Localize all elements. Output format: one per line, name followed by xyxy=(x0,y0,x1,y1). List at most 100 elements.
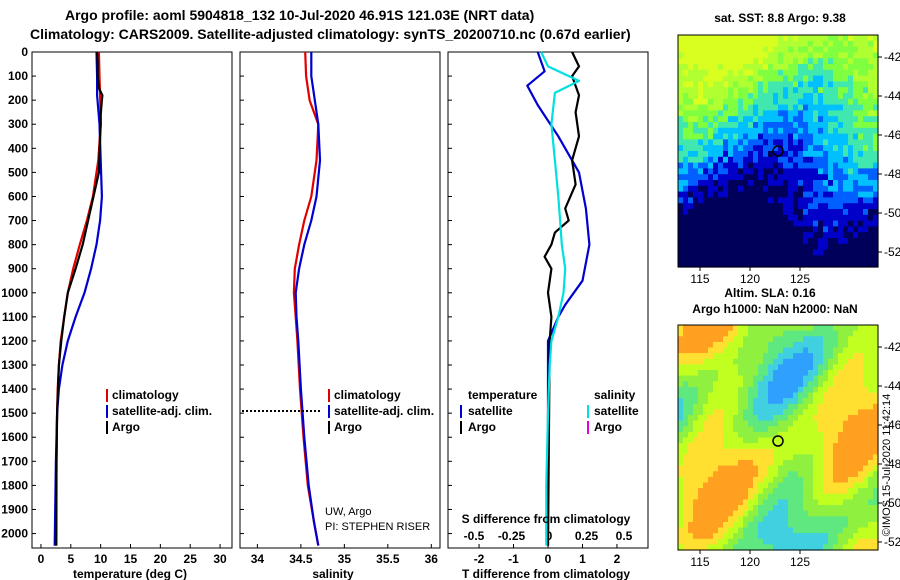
map-cell xyxy=(733,482,739,489)
map-cell xyxy=(683,336,689,343)
map-cell xyxy=(738,162,744,169)
map-cell xyxy=(873,330,879,337)
map-cell xyxy=(703,336,709,343)
map-cell xyxy=(863,232,869,239)
map-cell xyxy=(813,336,819,343)
map-cell xyxy=(713,488,719,495)
map-cell xyxy=(823,347,829,354)
map-cell xyxy=(803,364,809,371)
map-cell xyxy=(753,243,759,251)
map-cell xyxy=(848,104,854,111)
map-cell xyxy=(723,81,729,88)
map-cell xyxy=(808,499,814,506)
map-cell xyxy=(863,226,869,233)
map-cell xyxy=(693,403,699,410)
x-tick-label: 1 xyxy=(579,552,586,566)
map-cell xyxy=(718,243,724,251)
map-cell xyxy=(743,46,749,53)
map-cell xyxy=(698,415,704,422)
map-cell xyxy=(783,174,789,181)
map-cell xyxy=(733,499,739,506)
map-cell xyxy=(873,409,879,416)
map-cell xyxy=(678,98,684,106)
map-cell xyxy=(808,249,814,256)
map-cell xyxy=(723,209,729,216)
map-cell xyxy=(833,232,839,239)
map-cell xyxy=(868,460,874,467)
map-cell xyxy=(813,87,819,94)
map-cell xyxy=(788,521,794,529)
map-cell xyxy=(838,156,844,164)
map-cell xyxy=(788,454,794,461)
map-cell xyxy=(823,341,829,349)
map-cell xyxy=(863,330,869,337)
map-cell xyxy=(793,64,799,71)
map-cell xyxy=(813,98,819,106)
map-cell xyxy=(743,209,749,216)
map-cell xyxy=(703,52,709,59)
map-cell xyxy=(768,448,774,455)
map-cell xyxy=(728,505,734,512)
map-cell xyxy=(758,465,764,472)
map-cell xyxy=(703,191,709,198)
map-cell xyxy=(863,364,869,371)
map-cell xyxy=(773,370,779,377)
map-cell xyxy=(818,69,824,77)
map-cell xyxy=(713,127,719,135)
map-cell xyxy=(683,521,689,529)
map-cell xyxy=(683,249,689,256)
map-cell xyxy=(858,538,864,545)
map-cell xyxy=(733,209,739,216)
map-cell xyxy=(763,465,769,472)
map-cell xyxy=(863,460,869,467)
map-cell xyxy=(858,409,864,416)
map-cell xyxy=(683,145,689,152)
map-cell xyxy=(843,476,849,484)
map-cell xyxy=(693,261,699,268)
map-cell xyxy=(788,93,794,100)
map-cell xyxy=(763,488,769,495)
map-cell xyxy=(678,151,684,158)
map-cell xyxy=(828,203,834,210)
map-cell xyxy=(768,538,774,545)
map-cell xyxy=(843,426,849,433)
map-cell xyxy=(723,174,729,181)
map-cell xyxy=(788,431,794,439)
map-cell xyxy=(813,476,819,484)
map-cell xyxy=(713,226,719,233)
map-cell xyxy=(833,46,839,53)
map-cell xyxy=(763,437,769,444)
map-cell xyxy=(718,255,724,262)
map-cell xyxy=(813,81,819,88)
map-cell xyxy=(818,81,824,88)
header-line-2: Climatology: CARS2009. Satellite-adjuste… xyxy=(30,26,631,42)
diff-legend-salinity-title: salinity xyxy=(594,388,636,402)
map-cell xyxy=(828,58,834,65)
map-cell xyxy=(733,527,739,534)
map-cell xyxy=(863,58,869,65)
map-cell xyxy=(693,544,699,551)
map-cell xyxy=(868,358,874,365)
map-cell xyxy=(763,214,769,222)
map-cell xyxy=(728,353,734,360)
map-cell xyxy=(733,370,739,377)
map-cell xyxy=(748,87,754,94)
map-cell xyxy=(698,238,704,245)
map-cell xyxy=(708,409,714,416)
map-cell xyxy=(778,58,784,65)
map-cell xyxy=(773,110,779,117)
map-cell xyxy=(843,398,849,405)
map-cell xyxy=(723,180,729,187)
map-cell xyxy=(798,209,804,216)
map-cell xyxy=(798,448,804,455)
depth-tick-label: 2000 xyxy=(1,527,28,541)
map-cell xyxy=(868,52,874,59)
map-cell xyxy=(683,191,689,198)
map-cell xyxy=(698,538,704,545)
map-cell xyxy=(753,156,759,164)
map-cell xyxy=(818,197,824,204)
map-cell xyxy=(758,325,764,332)
map-cell xyxy=(728,75,734,82)
map-cell xyxy=(838,116,844,123)
map-cell xyxy=(758,488,764,495)
